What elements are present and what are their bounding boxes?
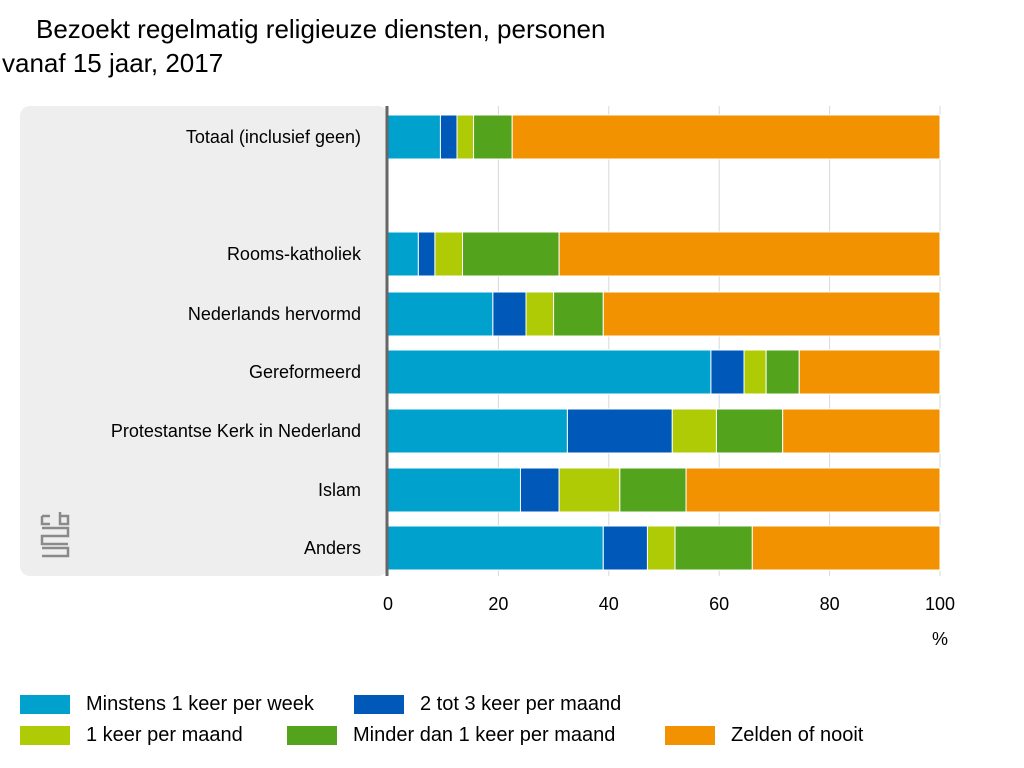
bar-segment xyxy=(671,408,717,454)
bar-segment xyxy=(751,525,941,571)
bar-segment xyxy=(492,291,527,337)
bars xyxy=(387,114,941,571)
bar-segment xyxy=(566,408,673,454)
bar-segment xyxy=(434,231,464,277)
bar-segment xyxy=(462,231,560,277)
category-labels: Totaal (inclusief geen) Rooms-katholiek Ne… xyxy=(111,127,362,558)
bar-segment xyxy=(387,467,521,513)
bar-segment xyxy=(782,408,941,454)
x-tick-label: 40 xyxy=(599,594,619,614)
x-tick-label: 80 xyxy=(820,594,840,614)
x-tick-label: 0 xyxy=(383,594,393,614)
bar-segment xyxy=(387,114,441,160)
bar-segment xyxy=(387,525,604,571)
bar-segment xyxy=(456,114,475,160)
category-label: Nederlands hervormd xyxy=(188,304,361,324)
bar-segment xyxy=(674,525,753,571)
bar-segment xyxy=(798,349,941,395)
category-label: Anders xyxy=(304,538,361,558)
chart-title-line-2: vanaf 15 jaar, 2017 xyxy=(2,48,224,78)
bar-segment xyxy=(387,408,568,454)
category-label: Gereformeerd xyxy=(249,362,361,382)
bar-segment xyxy=(602,525,648,571)
x-tick-label: 60 xyxy=(709,594,729,614)
bar-segment xyxy=(685,467,941,513)
bar-segment xyxy=(387,291,494,337)
bar-segment xyxy=(602,291,941,337)
category-label: Islam xyxy=(318,480,361,500)
bar-segment xyxy=(558,231,941,277)
x-axis-label: % xyxy=(932,629,948,649)
category-label: Totaal (inclusief geen) xyxy=(186,127,361,147)
bar-segment xyxy=(646,525,676,571)
bar-segment xyxy=(387,231,419,277)
bar-segment xyxy=(387,349,712,395)
cbs-logo-icon xyxy=(40,512,70,558)
bar-segment xyxy=(417,231,436,277)
x-tick-label: 20 xyxy=(488,594,508,614)
category-panel xyxy=(20,106,388,576)
bar-segment xyxy=(439,114,458,160)
x-tick-label: 100 xyxy=(925,594,955,614)
bar-segment xyxy=(710,349,745,395)
bar-segment xyxy=(525,291,555,337)
bar-segment xyxy=(765,349,800,395)
bar-segment xyxy=(553,291,604,337)
bar-segment xyxy=(619,467,687,513)
category-label: Rooms-katholiek xyxy=(227,244,362,264)
bar-segment xyxy=(473,114,513,160)
bar-segment xyxy=(511,114,941,160)
bar-segment xyxy=(743,349,767,395)
bar-segment xyxy=(558,467,621,513)
chart-title-line-1: Bezoekt regelmatig religieuze diensten, … xyxy=(36,14,606,44)
x-tick-labels: 0 20 40 60 80 100 xyxy=(383,594,955,614)
bar-segment xyxy=(519,467,560,513)
bar-segment xyxy=(715,408,784,454)
category-label: Protestantse Kerk in Nederland xyxy=(111,421,361,441)
